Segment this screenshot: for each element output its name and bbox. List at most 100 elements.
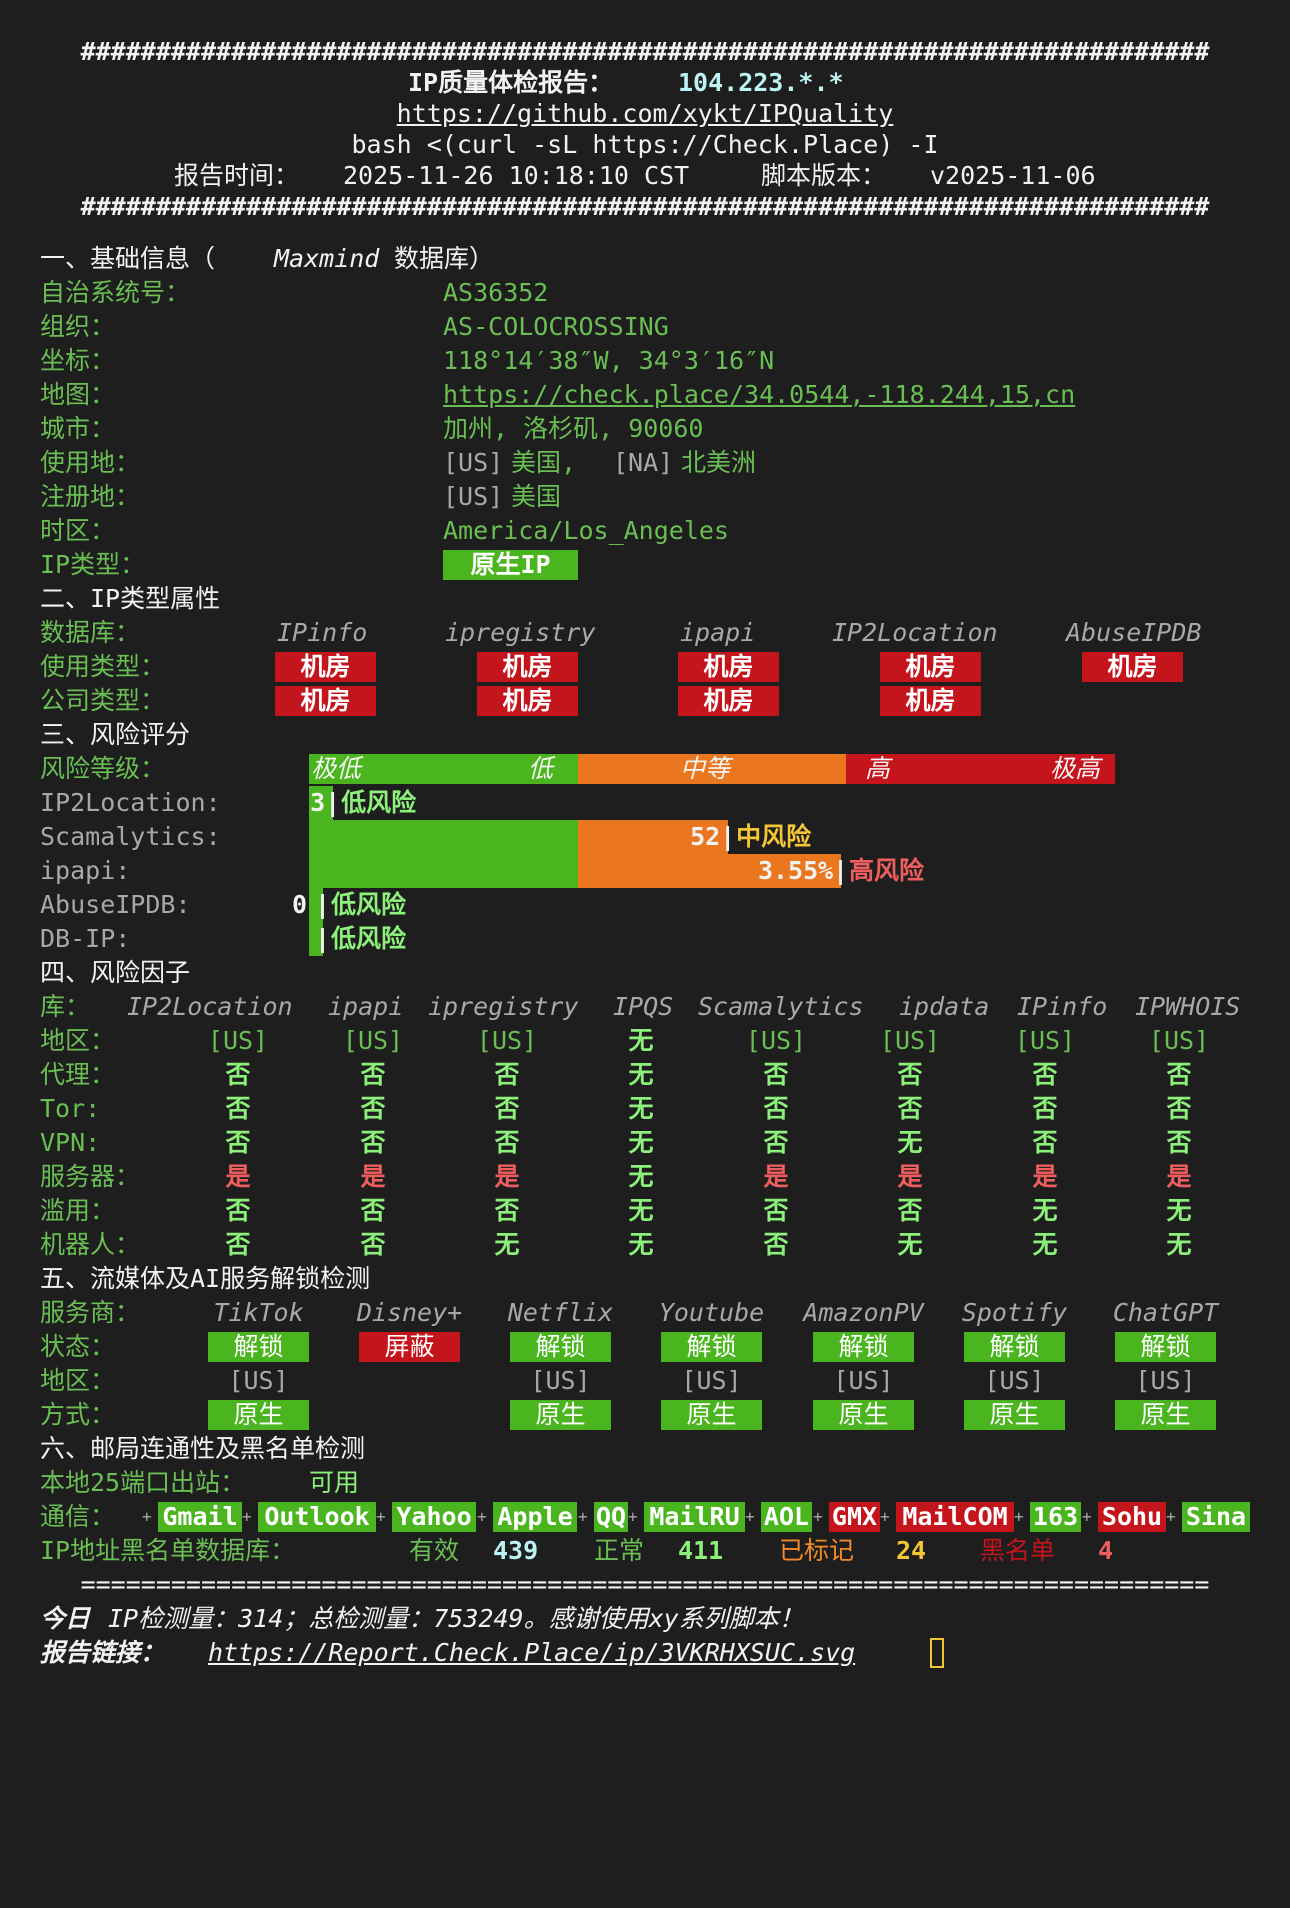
risk-bar-low-fill xyxy=(309,786,334,820)
report-link[interactable]: https://Report.Check.Place/ip/3VKRHXSUC.… xyxy=(208,1638,856,1667)
factor-cell: 无 xyxy=(897,1230,923,1259)
command-line: bash <(curl -sL https://Check.Place) -I xyxy=(0,128,1290,162)
factor-lib-name: IPinfo xyxy=(1017,992,1108,1021)
factor-cell: 是 xyxy=(360,1162,386,1191)
risk-scale-label: 中等 xyxy=(680,754,731,783)
factor-row-label: VPN: xyxy=(40,1128,101,1157)
blacklist-marked-label: 已标记 xyxy=(779,1536,855,1565)
service-name: Disney+ xyxy=(356,1298,463,1327)
usage-type-badge: 机房 xyxy=(275,652,376,682)
factor-row: 地区： [US] [US] [US] 无 [US] [US] [US] [US] xyxy=(0,1024,1290,1058)
db-name: IP2Location xyxy=(832,618,998,647)
port25-row: 本地25端口出站： 可用 xyxy=(0,1466,1290,1500)
factor-cell: 否 xyxy=(225,1060,251,1089)
version-label: 脚本版本： xyxy=(761,161,887,190)
info-value: AS36352 xyxy=(443,278,549,307)
factor-cell: 否 xyxy=(897,1196,923,1225)
factor-lib-name: ipregistry xyxy=(428,992,579,1021)
factor-lib-name: IPQS xyxy=(613,992,674,1021)
factor-cell: 否 xyxy=(763,1094,789,1123)
factor-cell: 否 xyxy=(897,1094,923,1123)
blacklist-row: IP地址黑名单数据库： 有效 439 正常 411 已标记 24 黑名单 4 xyxy=(0,1534,1290,1568)
factor-cell: 否 xyxy=(1032,1094,1058,1123)
factor-cell: 是 xyxy=(763,1162,789,1191)
factor-cell: 否 xyxy=(360,1060,386,1089)
risk-source-label: IP2Location: xyxy=(40,788,221,817)
mail-provider-badge: MailRU xyxy=(644,1502,745,1532)
risk-scale-high-segment xyxy=(846,754,1115,784)
usage-type-badge: 机房 xyxy=(477,652,578,682)
risk-bar-low-fill xyxy=(309,888,323,922)
info-label: 自治系统号： xyxy=(40,278,191,307)
service-region: [US] xyxy=(1135,1366,1196,1395)
service-status-badge: 解锁 xyxy=(661,1332,762,1362)
db-label: 数据库： xyxy=(40,618,141,647)
risk-score: 0 xyxy=(292,890,308,919)
factor-cell: 否 xyxy=(1032,1060,1058,1089)
factor-cell: 无 xyxy=(628,1026,654,1055)
factor-cell: 否 xyxy=(360,1094,386,1123)
risk-scale-label: 极高 xyxy=(1050,754,1101,783)
risk-bar-mid-fill xyxy=(578,854,841,888)
map-link[interactable]: https://check.place/34.0544,-118.244,15,… xyxy=(443,380,1076,409)
service-region-label: 地区： xyxy=(40,1366,116,1395)
risk-scale-low-segment xyxy=(309,754,578,784)
blacklist-black-value: 4 xyxy=(1098,1536,1114,1565)
github-link[interactable]: https://github.com/xykt/IPQuality xyxy=(396,99,894,128)
service-provider-label: 服务商： xyxy=(40,1298,141,1327)
info-value: 加州, 洛杉矶, 90060 xyxy=(443,414,704,443)
factor-row: 机器人： 否 否 无 无 否 无 无 无 xyxy=(0,1228,1290,1262)
report-title-ip: 104.223.*.* xyxy=(678,68,844,97)
company-type-badge: 机房 xyxy=(678,686,779,716)
mail-separator: + xyxy=(578,1507,588,1526)
factor-cell: 否 xyxy=(763,1128,789,1157)
risk-score: 52 xyxy=(690,822,721,851)
service-method-badge: 原生 xyxy=(208,1400,309,1430)
db-name: IPinfo xyxy=(277,618,368,647)
footer-stats-row: 今日 IP检测量：314；总检测量：753249。感谢使用xy系列脚本！ xyxy=(0,1602,1290,1636)
factor-cell: 否 xyxy=(494,1094,520,1123)
mail-provider-badge: GMX xyxy=(829,1502,880,1532)
footer-link-row: 报告链接： https://Report.Check.Place/ip/3VKR… xyxy=(0,1636,1290,1670)
risk-scale-label: 极低 xyxy=(311,754,362,783)
service-status-badge: 解锁 xyxy=(964,1332,1065,1362)
risk-verdict: 低风险 xyxy=(331,924,407,953)
blacklist-normal-value: 411 xyxy=(678,1536,724,1565)
eq-separator: ========================================… xyxy=(0,1568,1290,1602)
factor-cell: 无 xyxy=(628,1094,654,1123)
factor-row-label: Tor: xyxy=(40,1094,101,1123)
factor-cell: 无 xyxy=(1032,1230,1058,1259)
service-region-row: 地区： xyxy=(0,1364,1290,1398)
factor-lib-name: Scamalytics xyxy=(698,992,864,1021)
section4-title-text: 四、风险因子 xyxy=(40,958,191,987)
info-row-coords: 坐标： 118°14′38″W, 34°3′16″N xyxy=(0,344,1290,378)
github-line: https://github.com/xykt/IPQuality xyxy=(0,97,1290,131)
factor-cell: 否 xyxy=(763,1230,789,1259)
service-method-label: 方式： xyxy=(40,1400,116,1429)
mail-comm-row: 通信： + Gmail + Outlook + Yahoo + Apple + QQ + MailRU… xyxy=(0,1500,1290,1534)
service-name: TikTok xyxy=(213,1298,304,1327)
risk-row-abuseipdb: AbuseIPDB: 0 低风险 | xyxy=(0,888,1290,922)
factor-cell: 否 xyxy=(360,1230,386,1259)
mail-provider-badge: Outlook xyxy=(258,1502,376,1532)
mail-provider-badge: 163 xyxy=(1030,1502,1081,1532)
risk-verdict: 低风险 xyxy=(331,890,407,919)
risk-source-label: DB-IP: xyxy=(40,924,131,953)
info-row-asn: 自治系统号： AS36352 xyxy=(0,276,1290,310)
risk-score: 3 xyxy=(310,788,326,817)
blacklist-label: IP地址黑名单数据库： xyxy=(40,1536,296,1565)
service-status-badge: 解锁 xyxy=(510,1332,611,1362)
risk-bar-marker: | xyxy=(315,924,331,953)
mail-provider-badge: AOL xyxy=(761,1502,812,1532)
risk-scale-row: 风险等级： 极低 低 中等 高 极高 xyxy=(0,752,1290,786)
risk-source-label: AbuseIPDB: xyxy=(40,890,191,919)
info-label: 坐标： xyxy=(40,346,116,375)
section6-title: 六、邮局连通性及黑名单检测 xyxy=(0,1432,1290,1466)
factor-cell: 是 xyxy=(494,1162,520,1191)
info-label: IP类型： xyxy=(40,550,146,579)
info-value-code: [NA] xyxy=(613,448,674,477)
mail-separator: + xyxy=(142,1507,152,1526)
factor-cell: 无 xyxy=(897,1128,923,1157)
mail-separator: + xyxy=(1082,1507,1092,1526)
hash-line: ########################################… xyxy=(80,192,1210,221)
